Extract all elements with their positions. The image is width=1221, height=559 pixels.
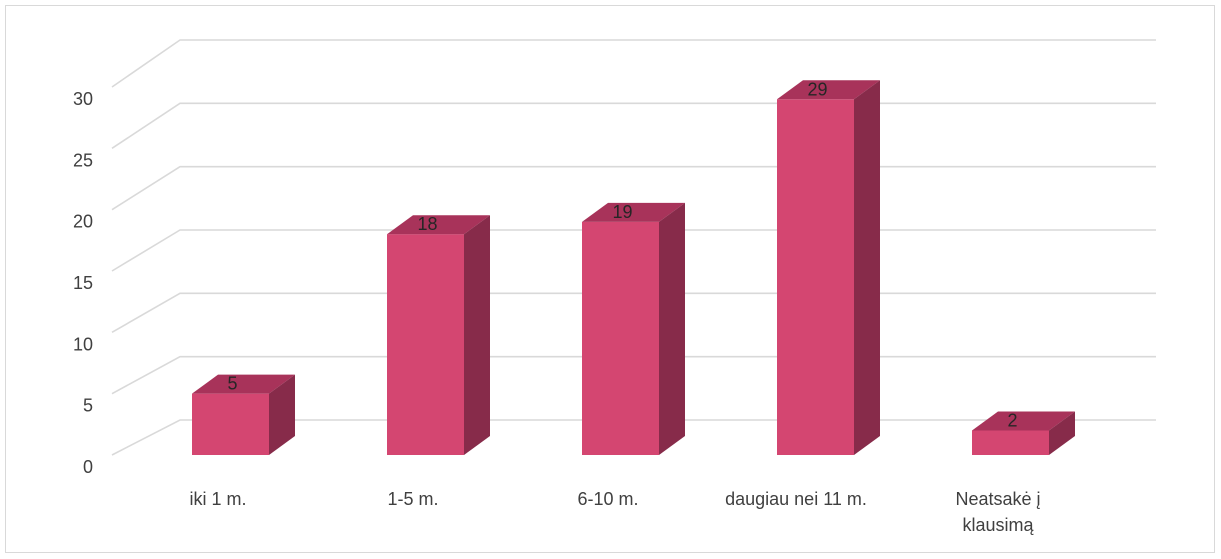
data-label: 5 xyxy=(227,374,237,394)
gridline xyxy=(111,39,1156,88)
bar-front xyxy=(387,234,464,455)
gridline xyxy=(111,102,1156,150)
y-tick-label: 20 xyxy=(73,212,93,232)
x-category-label: daugiau nei 11 m. xyxy=(725,489,867,509)
data-label: 19 xyxy=(612,202,632,222)
x-axis-categories: iki 1 m. 1-5 m. 6-10 m. daugiau nei 11 m. Ne… xyxy=(189,489,1040,535)
bar xyxy=(582,202,685,455)
bar-side xyxy=(659,202,685,455)
bar-side xyxy=(269,374,295,455)
bar-side xyxy=(854,80,880,456)
bar-side xyxy=(1049,411,1075,455)
y-tick-label: 30 xyxy=(73,89,93,109)
bar-top xyxy=(972,411,1075,431)
data-labels: 5 18 19 29 2 xyxy=(227,79,1017,430)
bar-top xyxy=(387,215,490,235)
bar-top xyxy=(777,80,880,100)
bar-side xyxy=(464,215,490,455)
x-category-label: Neatsakė į klausimą xyxy=(955,489,1040,535)
y-axis-ticks: 0 5 10 15 20 25 30 xyxy=(73,89,93,477)
y-tick-label: 10 xyxy=(73,334,93,354)
bar-front xyxy=(582,221,659,455)
data-label: 18 xyxy=(417,214,437,234)
bars xyxy=(192,80,1075,456)
x-category-label: 1-5 m. xyxy=(387,489,438,509)
bar xyxy=(192,374,295,455)
bar-front xyxy=(972,430,1049,455)
x-category-label: iki 1 m. xyxy=(189,489,246,509)
data-label: 29 xyxy=(807,79,827,99)
data-label: 2 xyxy=(1007,410,1017,430)
y-tick-label: 15 xyxy=(73,273,93,293)
bar xyxy=(972,411,1075,455)
bar-front xyxy=(192,393,269,455)
bar xyxy=(777,80,880,456)
bar-top xyxy=(192,374,295,394)
bar-front xyxy=(777,99,854,456)
y-tick-label: 5 xyxy=(83,396,93,416)
y-tick-label: 0 xyxy=(83,457,93,477)
bar xyxy=(387,215,490,455)
x-category-label: 6-10 m. xyxy=(577,489,638,509)
y-tick-label: 25 xyxy=(73,150,93,170)
bar-top xyxy=(582,202,685,222)
